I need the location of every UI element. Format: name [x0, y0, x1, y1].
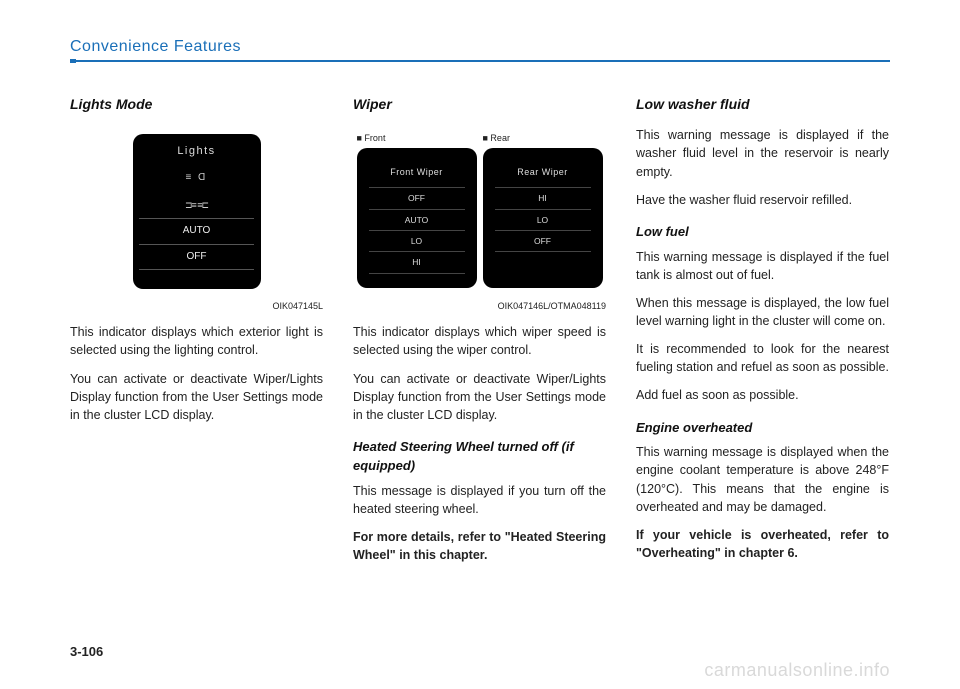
rear-wiper-title: Rear Wiper	[517, 166, 568, 179]
wiper-front-label: ■ Front	[357, 132, 477, 145]
front-wiper-title: Front Wiper	[390, 166, 443, 179]
header-divider	[70, 60, 890, 62]
high-beam-icon	[188, 173, 206, 183]
lights-option-off: OFF	[139, 244, 254, 271]
body-text: This warning message is displayed if the…	[636, 126, 889, 180]
figure-caption-wiper: OIK047146L/OTMA048119	[353, 300, 606, 313]
figure-lights: Lights AUTO OFF	[70, 126, 323, 296]
body-text: Have the washer fluid reservoir refilled…	[636, 191, 889, 209]
body-text-bold: If your vehicle is overheated, refer to …	[636, 526, 889, 562]
wiper-opt: LO	[495, 209, 591, 230]
watermark: carmanualsonline.info	[704, 660, 890, 681]
heading-lights-mode: Lights Mode	[70, 94, 323, 114]
body-text: This indicator displays which exterior l…	[70, 323, 323, 359]
body-text: This warning message is displayed if the…	[636, 248, 889, 284]
wiper-opt: AUTO	[369, 209, 465, 230]
lights-option-highbeam	[139, 168, 254, 194]
rear-wiper-screen: Rear Wiper HI LO OFF	[483, 148, 603, 288]
body-text-bold: For more details, refer to "Heated Steer…	[353, 528, 606, 564]
lights-option-auto: AUTO	[139, 218, 254, 244]
figure-caption-lights: OIK047145L	[70, 300, 323, 313]
heading-engine-overheated: Engine overheated	[636, 419, 889, 438]
column-3: Low washer fluid This warning message is…	[636, 94, 889, 574]
column-1: Lights Mode Lights AUTO OFF OIK047145L T…	[70, 94, 323, 574]
wiper-opt: LO	[369, 230, 465, 251]
lights-option-parking	[139, 194, 254, 219]
lights-display-screen: Lights AUTO OFF	[133, 134, 261, 289]
lights-screen-title: Lights	[177, 144, 215, 160]
heading-low-washer: Low washer fluid	[636, 94, 889, 114]
body-text: When this message is displayed, the low …	[636, 294, 889, 330]
section-header: Convenience Features	[70, 38, 890, 56]
heading-low-fuel: Low fuel	[636, 223, 889, 242]
heading-heated-steering: Heated Steering Wheel turned off (if equ…	[353, 438, 606, 476]
wiper-opt: HI	[495, 187, 591, 208]
body-text: This message is displayed if you turn of…	[353, 482, 606, 518]
wiper-opt: OFF	[495, 230, 591, 252]
page-number: 3-106	[70, 644, 103, 659]
body-text: This warning message is displayed when t…	[636, 443, 889, 516]
figure-wiper: ■ Front Front Wiper OFF AUTO LO HI ■ Rea…	[353, 126, 606, 296]
body-text: You can activate or deactivate Wiper/Lig…	[353, 370, 606, 424]
heading-wiper: Wiper	[353, 94, 606, 114]
wiper-rear-label: ■ Rear	[483, 132, 603, 145]
parking-light-icon	[185, 199, 208, 214]
wiper-opt: OFF	[369, 187, 465, 208]
wiper-opt: HI	[369, 251, 465, 273]
front-wiper-screen: Front Wiper OFF AUTO LO HI	[357, 148, 477, 288]
body-text: Add fuel as soon as possible.	[636, 386, 889, 404]
body-text: This indicator displays which wiper spee…	[353, 323, 606, 359]
body-text: It is recommended to look for the neares…	[636, 340, 889, 376]
column-2: Wiper ■ Front Front Wiper OFF AUTO LO HI	[353, 94, 606, 574]
body-text: You can activate or deactivate Wiper/Lig…	[70, 370, 323, 424]
